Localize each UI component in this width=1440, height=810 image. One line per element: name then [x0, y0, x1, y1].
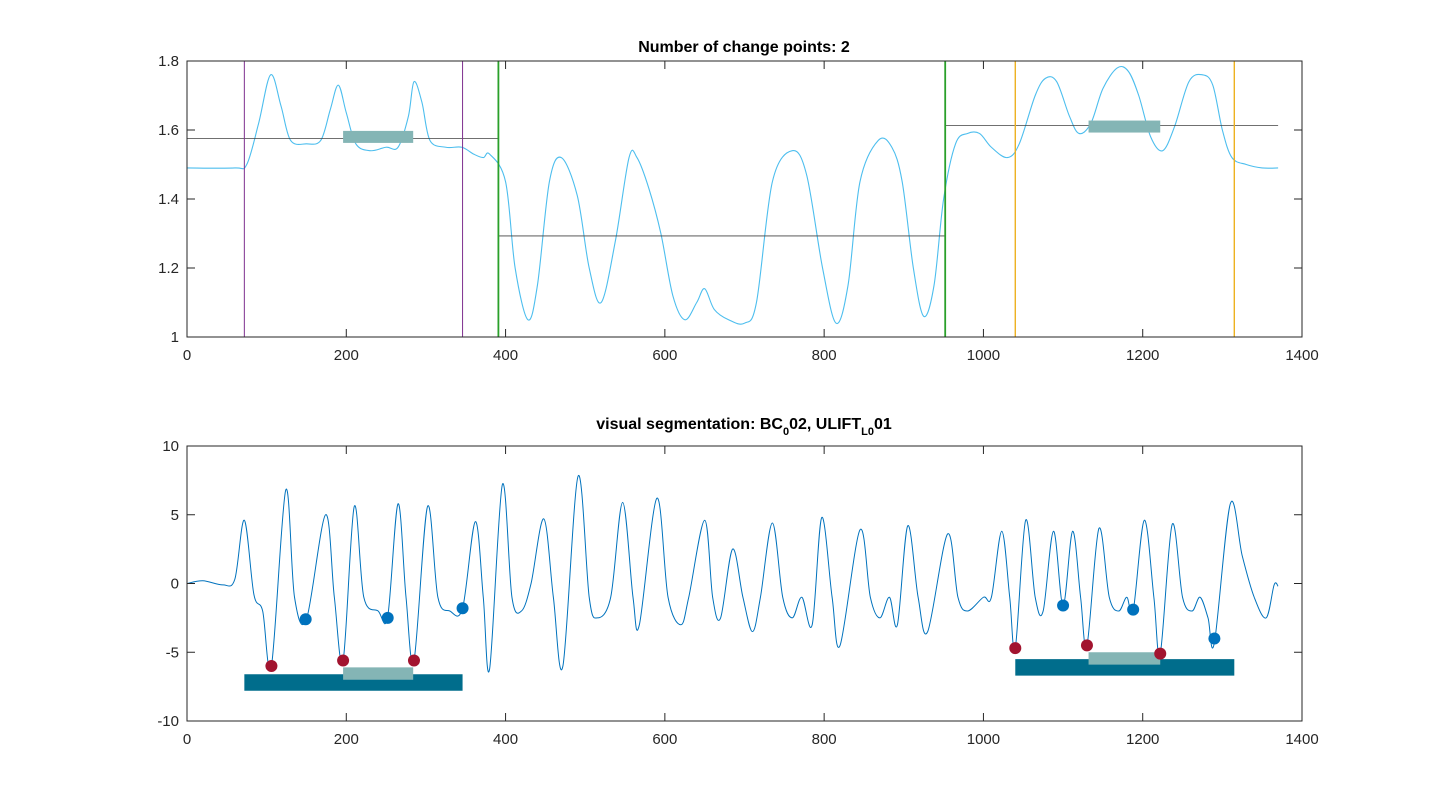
segment-bar-light: [343, 667, 414, 680]
chart1-xtick-label: 400: [493, 347, 518, 364]
chart1-xtick-label: 1400: [1285, 347, 1318, 364]
changepoint-chart: Number of change points: 2 0 200 400 600 800…: [158, 39, 1319, 364]
chart1-ytick-label: 1.2: [158, 260, 179, 277]
valley-marker-blue: [1208, 632, 1221, 645]
highlight-bar: [343, 130, 414, 143]
chart2-ytick-label: -10: [157, 713, 179, 730]
chart2-title-sub2: L0: [861, 426, 874, 438]
chart1-ytick-label: 1.4: [158, 191, 179, 208]
valley-marker-red: [1009, 642, 1022, 655]
highlight-bar: [1088, 120, 1161, 133]
chart2-ytick-label: 5: [171, 507, 179, 524]
chart1-ytick-label: 1.8: [158, 53, 179, 70]
chart1-ytick-label: 1: [171, 329, 179, 346]
chart2-xtick-label: 1400: [1285, 731, 1318, 748]
chart1-ytick-label: 1.6: [158, 122, 179, 139]
valley-marker-blue: [299, 613, 312, 626]
chart1-xtick-label: 800: [812, 347, 837, 364]
chart2-title-part3: 01: [874, 416, 892, 433]
valley-marker-red: [1080, 639, 1093, 652]
chart2-xtick-label: 800: [812, 731, 837, 748]
chart1-xtick-label: 1000: [967, 347, 1000, 364]
chart2-xtick-label: 1000: [967, 731, 1000, 748]
segment-bar-light: [1088, 652, 1161, 665]
valley-marker-blue: [1057, 599, 1070, 612]
chart2-xtick-label: 0: [183, 731, 191, 748]
chart1-xtick-label: 600: [652, 347, 677, 364]
valley-marker-red: [407, 654, 420, 667]
valley-marker-blue: [456, 602, 469, 615]
chart1-xtick-label: 0: [183, 347, 191, 364]
chart2-title-part2: 02, ULIFT: [789, 416, 861, 433]
valley-marker-red: [265, 660, 278, 672]
valley-marker-blue: [381, 611, 394, 624]
chart2-title-part1: visual segmentation: BC: [596, 416, 783, 433]
chart2-ytick-label: 10: [162, 438, 179, 455]
chart1-plot-area: [187, 61, 1302, 337]
valley-marker-red: [337, 654, 350, 667]
valley-marker-blue: [1127, 603, 1140, 616]
chart1-xtick-label: 200: [334, 347, 359, 364]
chart1-title: Number of change points: 2: [638, 39, 850, 56]
chart2-xtick-label: 1200: [1126, 731, 1159, 748]
chart2-xtick-label: 600: [652, 731, 677, 748]
chart2-xtick-label: 200: [334, 731, 359, 748]
chart2-ytick-label: -5: [166, 644, 179, 661]
chart2-title-sub1: 0: [783, 426, 789, 438]
chart2-ytick-label: 0: [171, 576, 179, 593]
chart2-xtick-label: 400: [493, 731, 518, 748]
valley-marker-red: [1154, 647, 1167, 660]
segment-bar-dark: [1015, 659, 1235, 676]
chart1-xtick-label: 1200: [1126, 347, 1159, 364]
chart2-title: visual segmentation: BC002, ULIFTL001: [596, 416, 892, 438]
